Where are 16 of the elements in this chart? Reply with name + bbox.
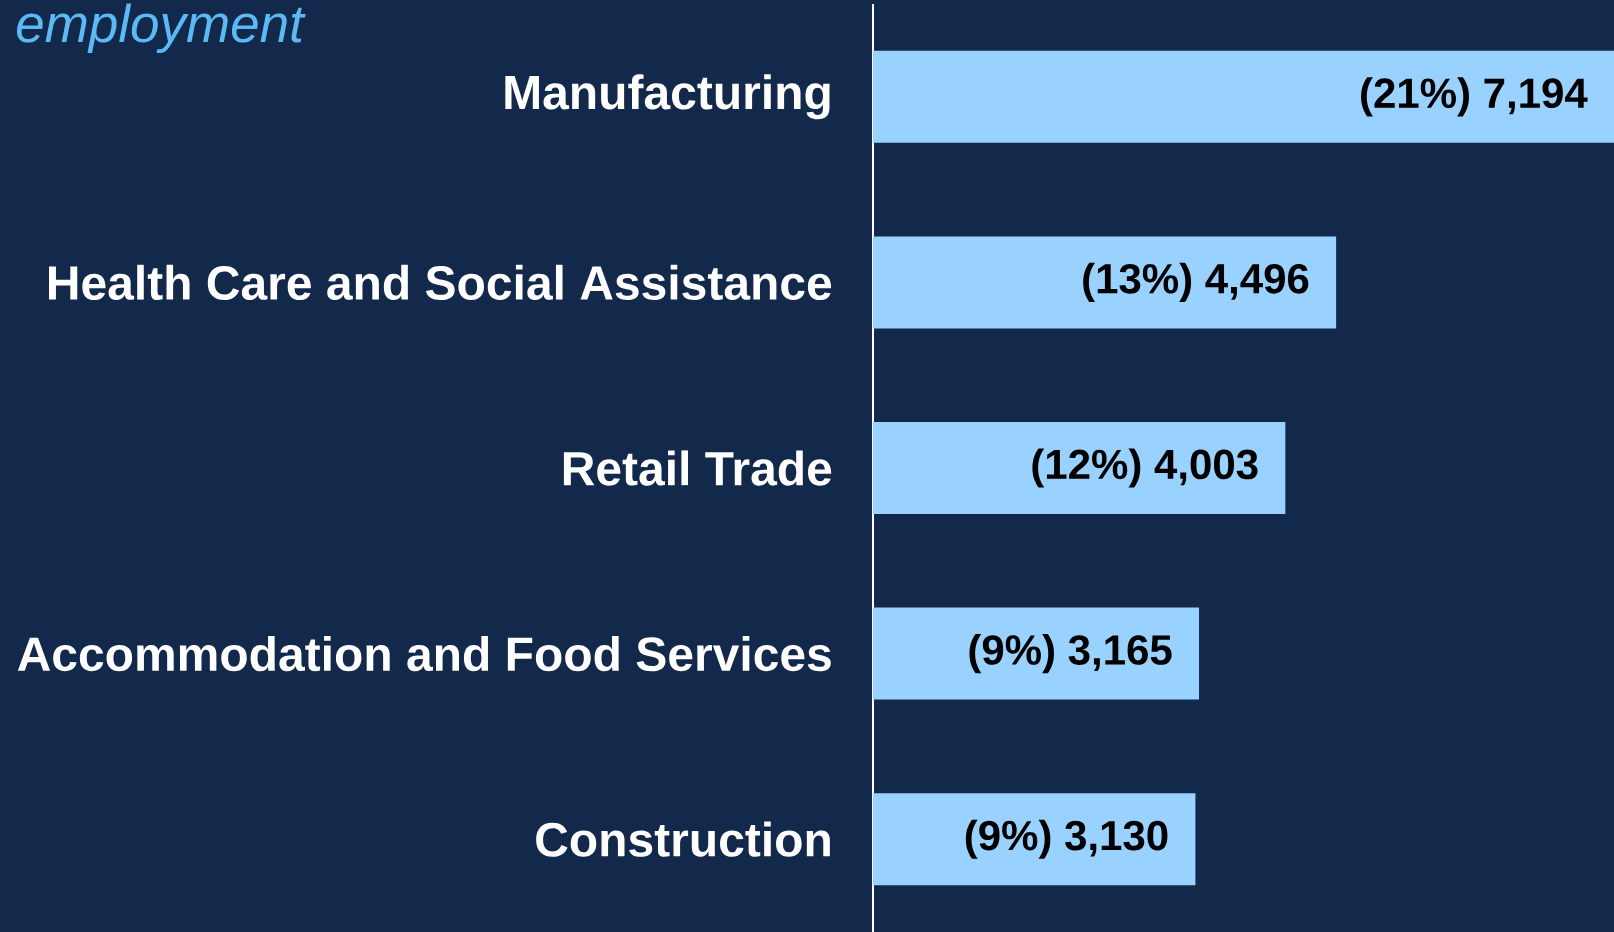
y-tick-label: Accommodation and Food Services [17, 635, 831, 672]
y-tick-label: Manufacturing [505, 74, 830, 120]
bar [873, 607, 1200, 700]
data-label: (9%) 3,130 [965, 819, 1168, 859]
y-tick-label: Construction [536, 821, 830, 857]
bar [873, 50, 1614, 143]
text: employment [16, 3, 306, 53]
data-label: (9%) 3,165 [969, 634, 1172, 674]
data-label: (13%) 4,496 [1083, 262, 1309, 302]
y-tick-label: Health Care and Social Assistance [49, 264, 832, 301]
bar [873, 422, 1286, 515]
y-tick-label: Retail Trade [563, 450, 832, 486]
data-label: (21%) 7,194 [1361, 77, 1588, 117]
bar [873, 793, 1196, 886]
data-label: (12%) 4,003 [1032, 448, 1258, 488]
bar [873, 236, 1337, 329]
